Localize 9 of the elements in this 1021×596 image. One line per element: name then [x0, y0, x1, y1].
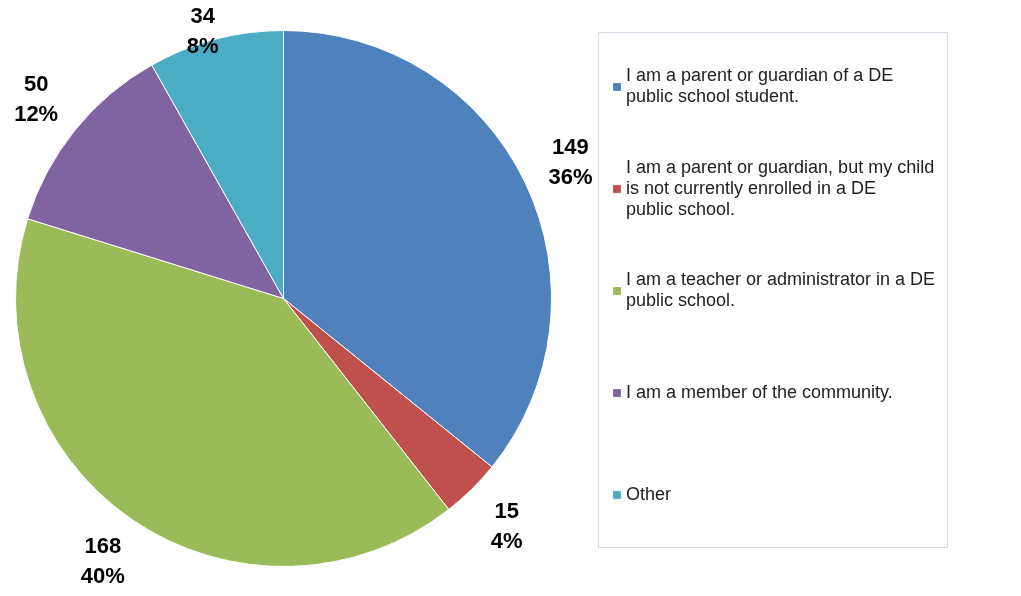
- data-label: 15 4%: [490, 497, 523, 553]
- data-label: 168 40%: [80, 532, 125, 588]
- data-label: 50 12%: [14, 71, 59, 127]
- legend-label: I am a parent or guardian, but my child is not currently enrolled in a DE public school.: [626, 155, 935, 221]
- legend-label: I am a parent or guardian of a DE public school student.: [626, 64, 894, 108]
- data-label: 149 36%: [548, 133, 593, 189]
- legend-label: I am a member of the community.: [626, 380, 893, 404]
- legend-label: I am a teacher or administrator in a DE public school.: [626, 268, 936, 312]
- legend-label: Other: [626, 482, 672, 506]
